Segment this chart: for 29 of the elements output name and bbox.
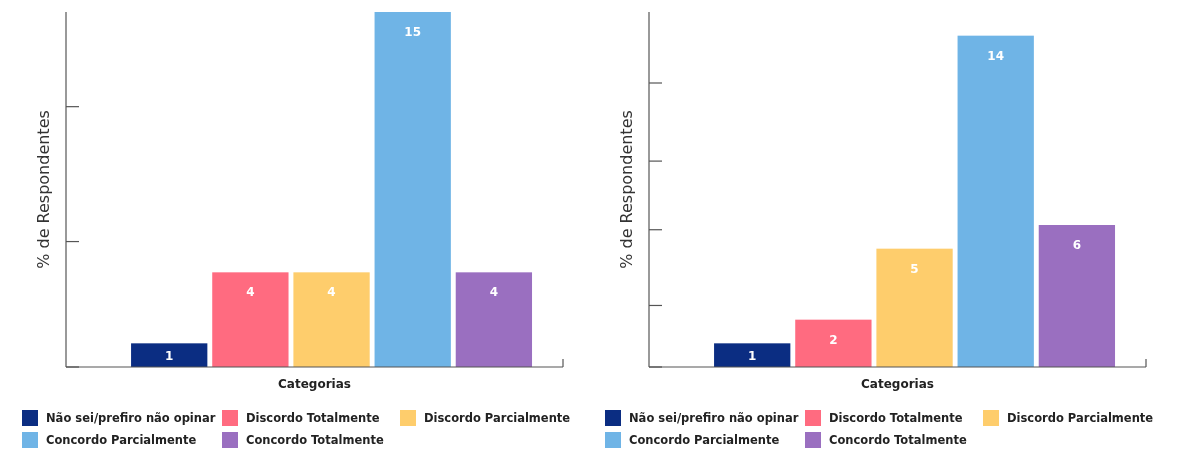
legend-label: Concordo Totalmente xyxy=(829,433,967,447)
data-label: 4 xyxy=(327,285,336,300)
data-label: 1 xyxy=(748,349,757,364)
data-label: 5 xyxy=(910,261,919,276)
bar xyxy=(876,248,953,367)
data-label: 15 xyxy=(404,25,422,39)
data-label: 14 xyxy=(987,48,1005,63)
x-axis-title: Categorias xyxy=(278,377,351,391)
legend-label: Concordo Parcialmente xyxy=(46,433,197,447)
legend-label: Discordo Parcialmente xyxy=(424,411,571,425)
data-label: 4 xyxy=(489,285,499,300)
bar xyxy=(795,319,872,367)
legend-label: Concordo Totalmente xyxy=(246,433,384,447)
y-axis-title: % de Respondentes xyxy=(34,110,53,269)
data-label: 1 xyxy=(165,349,174,364)
data-label: 4 xyxy=(246,285,255,300)
bar xyxy=(957,35,1034,367)
data-label: 2 xyxy=(829,332,838,347)
legend-label: Discordo Totalmente xyxy=(829,411,963,425)
y-axis-title: % de Respondentes xyxy=(617,110,636,269)
bar xyxy=(714,343,791,367)
legend-label: Não sei/prefiro não opinar xyxy=(46,411,216,425)
legend-label: Discordo Parcialmente xyxy=(1007,411,1154,425)
bar xyxy=(1038,225,1116,367)
x-axis-title: Categorias xyxy=(861,377,934,391)
legend-label: Discordo Totalmente xyxy=(246,411,380,425)
data-label: 6 xyxy=(1072,238,1082,252)
legend-label: Concordo Parcialmente xyxy=(629,433,780,447)
legend-label: Não sei/prefiro não opinar xyxy=(629,411,799,425)
